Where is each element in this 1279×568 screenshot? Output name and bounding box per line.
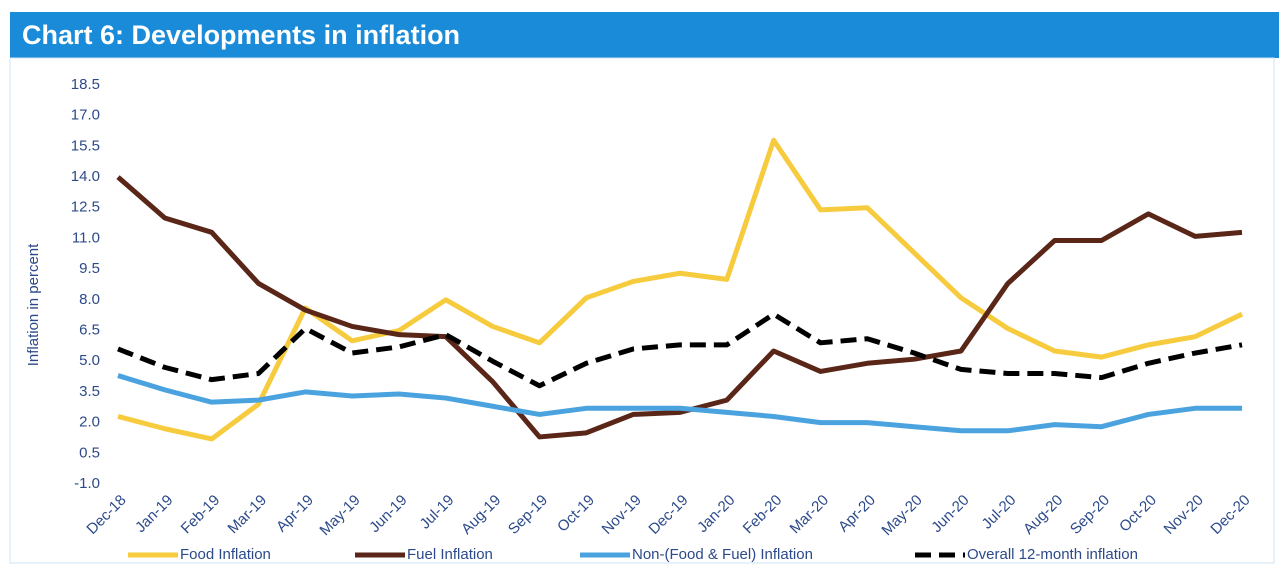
x-tick-label: Jan-19 (132, 492, 176, 536)
series-line (116, 175, 1243, 440)
x-tick-label: Feb-20 (740, 492, 786, 538)
x-tick-label: May-20 (878, 492, 925, 539)
y-tick-label: 15.5 (71, 137, 100, 154)
y-tick-label: 17.0 (71, 107, 100, 124)
x-tick-label: Dec-19 (645, 492, 691, 538)
x-tick-label: Jan-20 (694, 492, 738, 536)
x-tick-label: Nov-19 (599, 492, 645, 538)
y-tick-label: 9.5 (79, 260, 100, 277)
series-line (117, 311, 1243, 389)
y-axis-label: Inflation in percent (25, 243, 42, 366)
x-tick-label: Dec-18 (83, 492, 129, 538)
chart-title: Chart 6: Developments in inflation (22, 20, 460, 50)
x-tick-label: Sep-19 (505, 492, 551, 538)
y-tick-label: 6.5 (79, 322, 100, 339)
x-tick-label: Apr-20 (835, 492, 879, 536)
x-tick-label: Jul-19 (417, 492, 458, 533)
x-tick-label: Jun-20 (928, 492, 972, 536)
x-tick-label: Jun-19 (366, 492, 410, 536)
series-line (117, 373, 1242, 434)
x-tick-label: Oct-19 (554, 492, 598, 536)
y-tick-label: -1.0 (74, 475, 100, 492)
x-tick-label: Oct-20 (1116, 492, 1160, 536)
legend-label: Overall 12-month inflation (967, 546, 1138, 563)
x-tick-label: Mar-19 (225, 492, 271, 538)
title-bar (10, 12, 1279, 58)
legend-label: Non-(Food & Fuel) Inflation (632, 546, 813, 563)
y-tick-label: 12.5 (71, 199, 100, 216)
x-tick-label: Mar-20 (787, 492, 833, 538)
y-tick-label: 5.0 (79, 352, 100, 369)
y-tick-label: 14.0 (71, 168, 100, 185)
x-tick-label: Aug-20 (1020, 492, 1066, 538)
y-tick-label: 11.0 (72, 229, 100, 246)
x-tick-label: Sep-20 (1067, 492, 1113, 538)
y-tick-label: 0.5 (79, 444, 100, 461)
x-tick-label: Apr-19 (273, 492, 317, 536)
x-tick-label: May-19 (316, 492, 363, 539)
y-tick-label: 2.0 (79, 414, 100, 431)
legend-label: Fuel Inflation (407, 546, 493, 563)
x-tick-label: Aug-19 (458, 492, 504, 538)
y-tick-label: 18.5 (71, 76, 100, 93)
y-tick-label: 8.0 (79, 291, 100, 308)
x-tick-label: Nov-20 (1161, 492, 1207, 538)
x-tick-label: Dec-20 (1207, 492, 1253, 538)
x-tick-label: Jul-20 (979, 492, 1020, 533)
legend-label: Food Inflation (180, 546, 271, 563)
x-tick-label: Feb-19 (178, 492, 224, 538)
frame (9, 57, 1275, 564)
y-tick-label: 3.5 (79, 383, 100, 400)
